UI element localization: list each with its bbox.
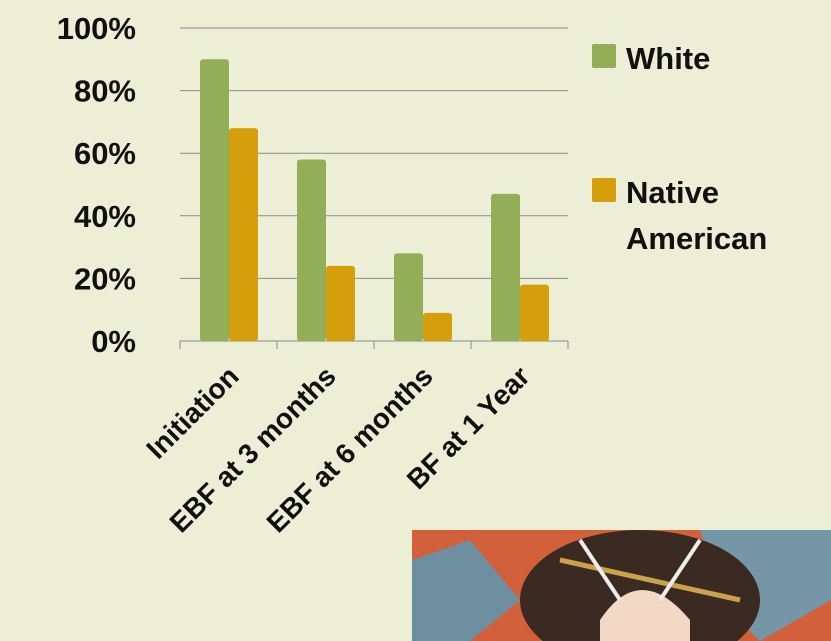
bar xyxy=(520,284,549,341)
bar xyxy=(229,128,258,341)
bar xyxy=(423,312,452,341)
y-tick-label: 40% xyxy=(74,199,136,234)
y-tick-label: 60% xyxy=(74,136,136,171)
legend-swatch xyxy=(592,178,616,202)
x-tick-label: EBF at 6 months xyxy=(261,360,439,538)
bar xyxy=(200,59,229,342)
legend-swatch xyxy=(592,44,616,68)
y-tick-label: 80% xyxy=(74,74,136,109)
bar xyxy=(326,265,355,341)
y-tick-label: 20% xyxy=(74,261,136,296)
illustration xyxy=(412,530,831,641)
y-tick-label: 0% xyxy=(91,324,136,359)
y-tick-label: 100% xyxy=(57,11,136,46)
x-tick-label: Initiation xyxy=(140,360,244,464)
legend-label: Native American xyxy=(626,175,768,256)
bar xyxy=(394,253,423,341)
bar xyxy=(491,193,520,341)
legend-label: White xyxy=(626,41,711,76)
x-tick-label: EBF at 3 months xyxy=(164,360,342,538)
bar xyxy=(297,159,326,341)
